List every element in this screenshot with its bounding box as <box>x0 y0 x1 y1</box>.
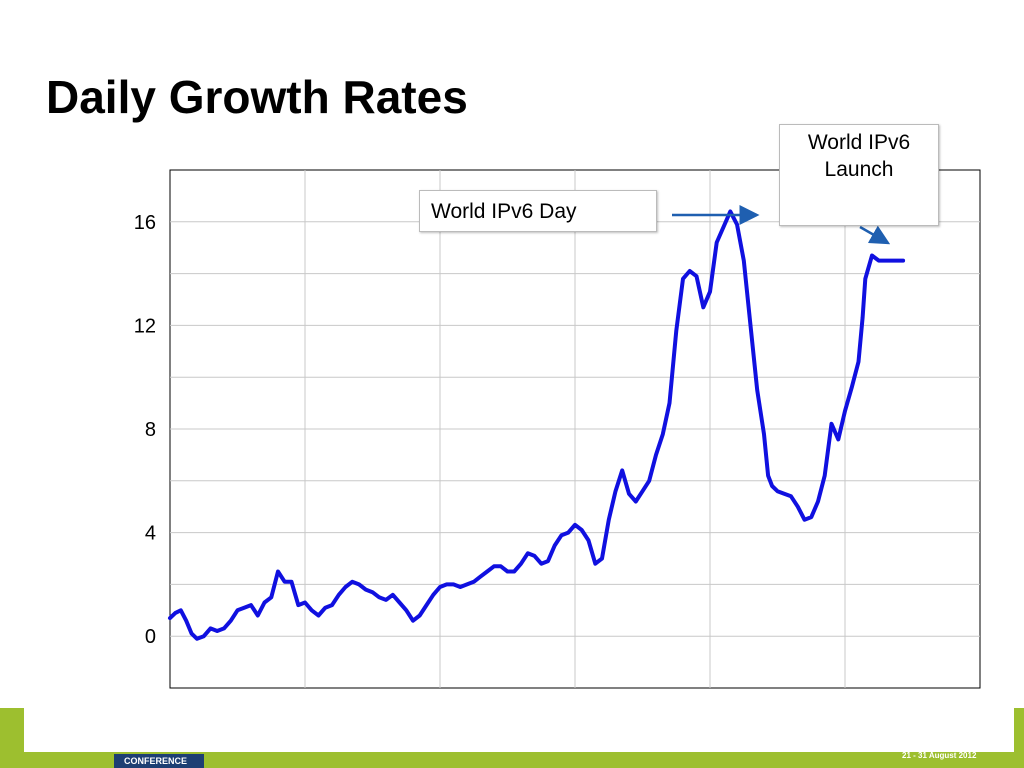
y-tick-label: 0 <box>145 626 156 648</box>
y-tick-label: 16 <box>134 212 156 234</box>
annotation-world-ipv6-launch: World IPv6 Launch <box>779 124 939 226</box>
apnic-logo: APNI <box>36 731 89 756</box>
slide-title: Daily Growth Rates <box>46 71 468 123</box>
grid-lines <box>170 170 980 688</box>
annotation-world-ipv6-day-text: World IPv6 Day <box>431 200 577 223</box>
series-line-daily-growth-rate <box>168 209 906 641</box>
annotation-launch-line1: World IPv6 <box>807 131 911 154</box>
conference-badge: CONFERENCE <box>114 754 204 768</box>
y-tick-label: 4 <box>145 523 156 545</box>
annotation-launch-line2: Launch <box>824 158 894 181</box>
footer-panel <box>24 708 1014 752</box>
arrow-ipv6-launch <box>859 225 891 245</box>
annotation-world-ipv6-day: World IPv6 Day <box>419 190 657 232</box>
conference-date: 21 - 31 August 2012 <box>902 751 977 760</box>
y-tick-label: 8 <box>145 419 156 441</box>
y-tick-label: 12 <box>134 315 156 337</box>
